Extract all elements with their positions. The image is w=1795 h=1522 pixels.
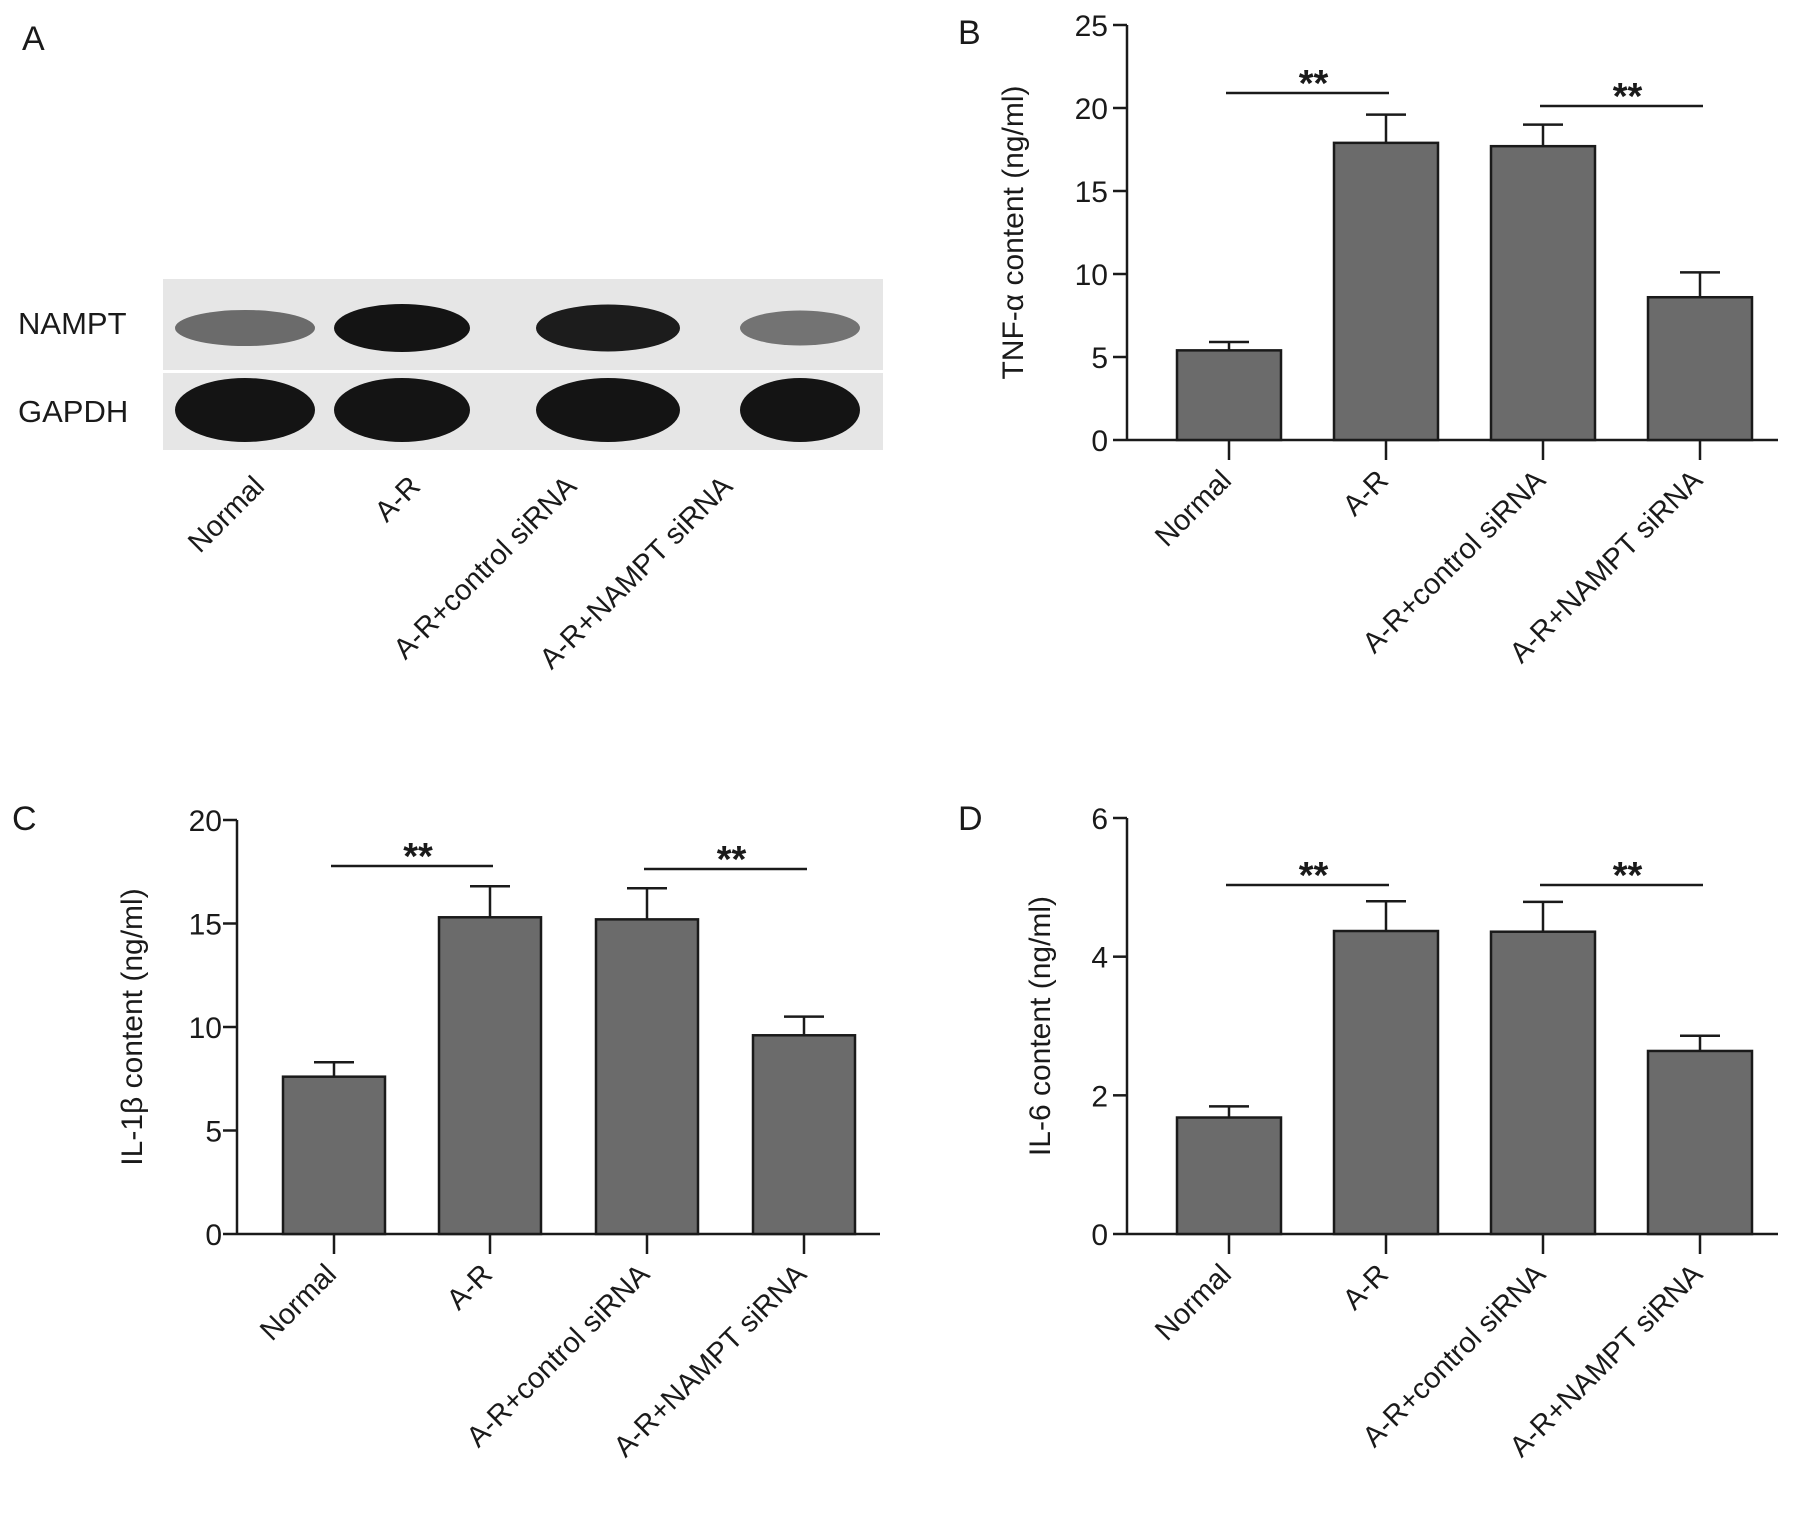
bar (594, 918, 700, 1236)
y-tick-label: 5 (205, 1116, 222, 1149)
band-nampt (740, 310, 860, 346)
y-tick-label: 10 (189, 1012, 222, 1045)
lane-label: A-R (369, 470, 427, 528)
band-gapdh (175, 378, 315, 442)
bar (1332, 141, 1440, 442)
y-tick-label: 2 (1091, 1080, 1108, 1113)
panel-b-tnf-alpha-chart: B 0 5 10 15 20 25 TNF-α content (ng/ml) Normal A-… (958, 10, 1778, 669)
y-tick-label: 10 (1075, 259, 1108, 292)
y-axis-label: IL-6 content (ng/ml) (1024, 896, 1057, 1156)
bar (1175, 349, 1283, 442)
y-axis-label: IL-1β content (ng/ml) (116, 888, 149, 1165)
significance-label: ** (717, 839, 747, 881)
y-tick-label: 20 (189, 805, 222, 838)
panel-label: C (12, 800, 37, 838)
x-tick-label: A-R (441, 1258, 499, 1316)
y-tick-label: 0 (1091, 1219, 1108, 1252)
y-tick-label: 6 (1091, 803, 1108, 836)
significance-label: ** (403, 836, 433, 878)
lane-label: Normal (182, 470, 271, 559)
x-tick-label: Normal (1149, 1258, 1238, 1347)
blot-bands (175, 304, 860, 442)
band-nampt (536, 304, 680, 352)
bar (1646, 1049, 1754, 1236)
band-nampt (175, 309, 315, 347)
significance-label: ** (1299, 855, 1329, 897)
bar (1175, 1116, 1283, 1236)
band-gapdh (740, 378, 860, 442)
significance-label: ** (1613, 855, 1643, 897)
y-tick-label: 4 (1091, 942, 1108, 975)
row-label-nampt: NAMPT (18, 306, 127, 341)
panel-a-label: A (22, 20, 45, 58)
band-gapdh (536, 378, 680, 442)
x-tick-label: Normal (1149, 464, 1238, 553)
significance-label: ** (1613, 76, 1643, 118)
band-nampt (334, 304, 470, 352)
band-gapdh (334, 378, 470, 442)
y-axis-label: TNF-α content (ng/ml) (997, 85, 1030, 379)
panel-a-western-blot: A NAMPT GAPDH Normal A-R A-R+control siR… (18, 20, 883, 675)
y-tick-label: 15 (189, 909, 222, 942)
x-tick-label: A-R (1337, 1258, 1395, 1316)
lane-labels: Normal A-R A-R+control siRNA A-R+NAMPT s… (182, 470, 739, 676)
x-tick-label: Normal (254, 1258, 343, 1347)
y-tick-label: 0 (1091, 425, 1108, 458)
significance-label: ** (1299, 63, 1329, 105)
bar (1489, 930, 1597, 1236)
bar (281, 1075, 387, 1236)
panel-label: D (958, 800, 983, 838)
bar (437, 916, 543, 1236)
x-tick-label: A-R (1337, 464, 1395, 522)
row-label-gapdh: GAPDH (18, 394, 128, 429)
bar (1646, 295, 1754, 442)
y-tick-label: 15 (1075, 176, 1108, 209)
y-tick-label: 20 (1075, 93, 1108, 126)
y-tick-label: 0 (205, 1219, 222, 1252)
panel-label: B (958, 14, 981, 52)
y-tick-label: 5 (1091, 342, 1108, 375)
bar (751, 1034, 857, 1236)
bar (1332, 929, 1440, 1236)
y-tick-label: 25 (1075, 10, 1108, 43)
bar (1489, 144, 1597, 442)
